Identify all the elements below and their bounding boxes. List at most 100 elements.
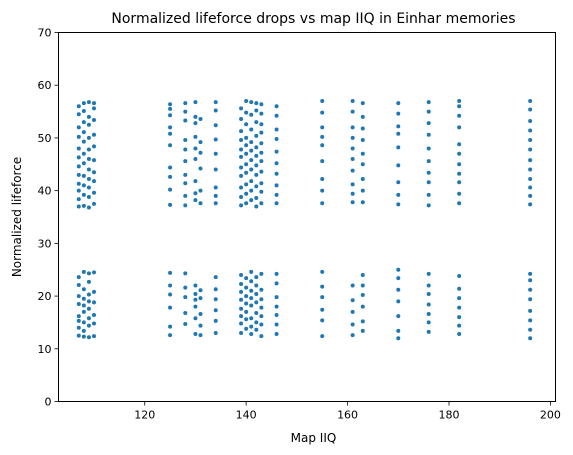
scatter-point	[168, 143, 173, 148]
scatter-point	[92, 190, 96, 195]
scatter-point	[350, 298, 355, 303]
scatter-point	[249, 303, 254, 308]
scatter-point	[92, 118, 96, 123]
scatter-point	[244, 170, 249, 175]
scatter-point	[213, 167, 218, 172]
x-tick-label: 120	[134, 409, 155, 422]
scatter-point	[76, 155, 81, 160]
scatter-point	[193, 332, 198, 337]
scatter-point	[350, 283, 355, 288]
scatter-point	[259, 287, 264, 292]
scatter-point	[168, 174, 173, 179]
scatter-point	[274, 113, 279, 118]
scatter-point	[528, 278, 533, 283]
scatter-point	[320, 284, 325, 289]
scatter-point	[193, 297, 198, 302]
scatter-point	[213, 287, 218, 292]
scatter-point	[76, 164, 81, 169]
scatter-point	[168, 292, 173, 297]
scatter-point	[168, 125, 173, 130]
scatter-point	[259, 122, 264, 127]
scatter-point	[86, 299, 91, 304]
scatter-point	[274, 183, 279, 188]
scatter-point	[360, 138, 365, 143]
scatter-point	[183, 172, 188, 177]
scatter-point	[183, 181, 188, 186]
scatter-point	[183, 322, 188, 327]
x-tick-label: 140	[236, 409, 257, 422]
scatter-point	[249, 269, 254, 274]
x-axis-label: Map IIQ	[291, 431, 337, 445]
scatter-point	[76, 172, 81, 177]
scatter-point	[213, 151, 218, 156]
scatter-point	[86, 279, 91, 284]
scatter-point	[244, 182, 249, 187]
scatter-point	[81, 328, 86, 333]
scatter-point	[426, 291, 431, 296]
y-axis-label: Normalized lifeforce	[10, 157, 24, 277]
scatter-point	[239, 289, 244, 294]
scatter-point	[350, 109, 355, 114]
scatter-point	[457, 332, 462, 337]
scatter-point	[274, 161, 279, 166]
scatter-point	[198, 188, 203, 193]
scatter-point	[193, 134, 198, 139]
scatter-point	[457, 201, 462, 206]
scatter-point	[259, 305, 264, 310]
scatter-point	[244, 201, 249, 206]
scatter-point	[259, 201, 264, 206]
scatter-point	[81, 269, 86, 274]
scatter-point	[213, 185, 218, 190]
scatter-point	[193, 100, 198, 105]
scatter-point	[183, 203, 188, 208]
scatter-point	[183, 285, 188, 290]
scatter-point	[198, 140, 203, 145]
scatter-point	[396, 192, 401, 197]
scatter-point	[249, 100, 254, 105]
scatter-point	[350, 191, 355, 196]
scatter-point	[259, 159, 264, 164]
y-axis-ticks: 0 10 20 30 40 50 60 70	[38, 27, 59, 409]
scatter-point	[426, 302, 431, 307]
scatter-point	[81, 139, 86, 144]
scatter-point	[81, 287, 86, 292]
scatter-point	[81, 151, 86, 156]
scatter-point	[254, 133, 259, 138]
scatter-point	[86, 122, 91, 127]
scatter-point	[183, 310, 188, 315]
scatter-point	[183, 101, 188, 106]
scatter-point	[274, 304, 279, 309]
scatter-point	[76, 325, 81, 330]
scatter-point	[249, 158, 254, 163]
scatter-point	[249, 288, 254, 293]
scatter-point	[254, 320, 259, 325]
scatter-point	[92, 270, 96, 275]
scatter-point	[274, 201, 279, 206]
scatter-point	[76, 112, 81, 117]
scatter-point	[259, 314, 264, 319]
scatter-point	[320, 201, 325, 206]
scatter-point	[274, 171, 279, 176]
scatter-point	[92, 170, 96, 175]
chart-title: Normalized lifeforce drops vs map IIQ in…	[111, 11, 515, 27]
scatter-point	[86, 167, 91, 172]
scatter-point	[259, 130, 264, 135]
scatter-point	[249, 179, 254, 184]
scatter-point	[76, 125, 81, 130]
scatter-point	[274, 332, 279, 337]
scatter-point	[396, 287, 401, 292]
scatter-point	[239, 154, 244, 159]
scatter-point	[457, 171, 462, 176]
scatter-point	[86, 177, 91, 182]
scatter-point	[168, 333, 173, 338]
scatter-point	[81, 296, 86, 301]
scatter-point	[457, 274, 462, 279]
scatter-point	[198, 201, 203, 206]
scatter-point	[92, 313, 96, 318]
scatter-point	[274, 281, 279, 286]
scatter-point	[183, 109, 188, 114]
scatter-point	[254, 163, 259, 168]
scatter-point	[259, 181, 264, 186]
plot-frame	[58, 32, 556, 402]
scatter-point	[396, 131, 401, 136]
